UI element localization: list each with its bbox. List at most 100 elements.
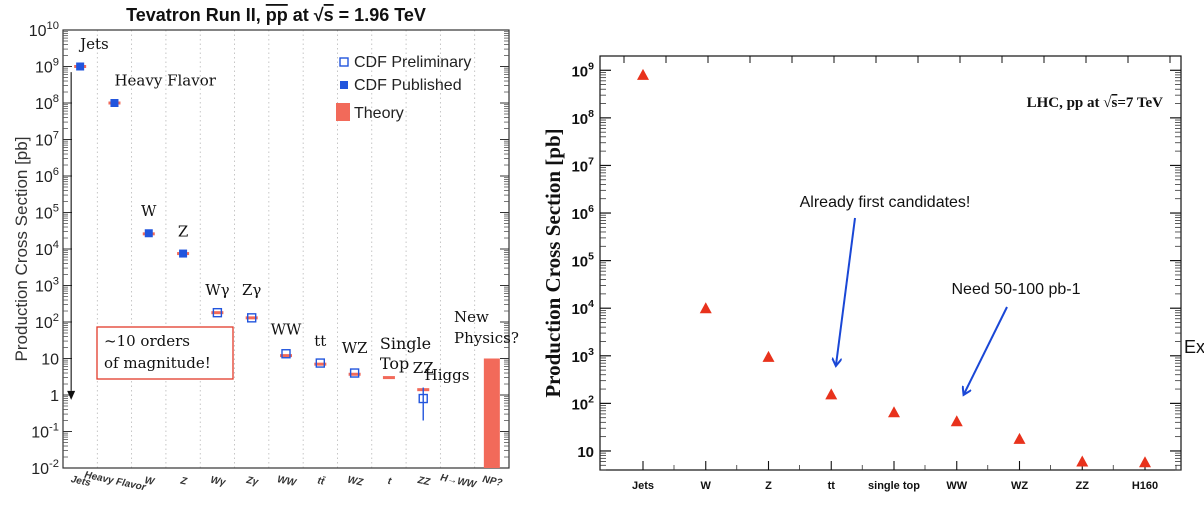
legend-theory-swatch: [336, 103, 350, 121]
triangle-marker: [825, 388, 838, 400]
higgs-label: Higgs: [425, 366, 470, 384]
triangle-marker: [762, 350, 775, 362]
preliminary-marker: [349, 368, 360, 378]
point-label: Wγ: [205, 281, 229, 299]
y-axis-label: Production Cross Section [pb]: [541, 128, 565, 397]
plot-frame: [62, 29, 510, 469]
y-tick-label: 105: [35, 203, 59, 223]
y-tick-label: 102: [571, 393, 594, 413]
x-category-label: WZ: [1011, 480, 1028, 492]
y-tick-label: 108: [35, 93, 59, 113]
x-category-label: Z: [765, 480, 772, 492]
x-category-label: NP?: [481, 474, 503, 489]
x-category-label: Wγ: [209, 475, 227, 489]
y-tick-label: 106: [35, 166, 59, 186]
x-category-label: WW: [946, 480, 967, 492]
y-tick-label: 10: [577, 444, 594, 461]
y-tick-label: 104: [571, 298, 594, 318]
point-label: ZZ: [413, 359, 434, 377]
tevatron-cross-section-chart: Tevatron Run II, pp at √s = 1.96 TeV1010…: [12, 5, 519, 494]
y-tick-label: 10-1: [31, 422, 59, 442]
y-tick-label: 10-2: [31, 458, 59, 478]
chart-title: LHC, pp at √s=7 TeV: [1027, 95, 1164, 111]
chart-title: Tevatron Run II, pp at √s = 1.96 TeV: [126, 5, 426, 25]
y-tick-label: 107: [571, 155, 594, 175]
legend-label: CDF Published: [354, 77, 462, 94]
preliminary-marker: [246, 313, 257, 323]
y-tick-label: 105: [571, 251, 594, 271]
new-physics-label: Physics?: [454, 329, 519, 347]
published-marker: [110, 99, 119, 107]
triangle-marker: [1139, 456, 1151, 468]
x-category-label: Jets: [632, 480, 654, 492]
x-category-label: tt: [828, 480, 836, 492]
plot-frame: [599, 55, 1182, 471]
x-category-label: tt̄: [316, 475, 326, 488]
theory-marker: [245, 316, 258, 320]
x-category-label: Jets: [70, 474, 92, 489]
y-tick-label: 1010: [29, 20, 59, 40]
legend-filled-square: [340, 81, 348, 89]
published-marker: [144, 229, 153, 238]
x-category-label: Heavy Flavor: [83, 470, 147, 494]
orders-of-magnitude-box: [96, 326, 234, 380]
point-label: Zγ: [242, 281, 261, 299]
need-lumi-arrow: [964, 306, 1008, 394]
preliminary-marker: [212, 307, 223, 318]
box-text-line1: ~10 orders: [104, 332, 190, 350]
x-category-label: WW: [276, 474, 298, 489]
y-tick-label: 102: [35, 312, 59, 332]
y-tick-label: 106: [571, 203, 594, 223]
triangle-marker: [637, 68, 649, 80]
first-candidates-arrow: [836, 217, 856, 365]
magnitude-arrow-head: [67, 390, 76, 400]
annotation-first-candidates: Already first candidates!: [800, 194, 971, 211]
x-category-label: t: [387, 476, 393, 488]
x-category-label: ZZ: [416, 475, 432, 489]
annotation-need-lumi: Need 50-100 pb-1: [952, 281, 1081, 298]
triangle-marker: [888, 406, 900, 418]
preliminary-marker: [315, 358, 326, 368]
x-category-label: W: [701, 480, 712, 492]
triangle-marker: [699, 302, 712, 314]
published-marker: [76, 62, 85, 71]
point-label: WZ: [342, 339, 368, 357]
new-physics-theory-bar: [483, 358, 500, 468]
x-category-label: Z: [178, 475, 188, 487]
y-tick-label: 109: [571, 60, 594, 80]
x-category-label: H→WW: [439, 472, 478, 491]
legend-label: Theory: [354, 105, 404, 122]
point-label: WW: [271, 321, 302, 339]
x-category-label: Zγ: [244, 475, 260, 489]
theory-marker: [314, 362, 327, 366]
y-tick-label: 104: [35, 239, 59, 259]
theory-marker: [211, 311, 224, 315]
legend-label: CDF Preliminary: [354, 54, 471, 71]
triangle-marker: [1076, 455, 1089, 467]
triangle-marker: [950, 415, 963, 427]
single-top-label: Top: [380, 354, 409, 373]
triangle-marker: [1013, 432, 1026, 444]
published-marker: [179, 249, 188, 258]
x-category-label: H160: [1132, 480, 1158, 492]
theory-marker: [280, 354, 292, 358]
point-label: W: [141, 202, 157, 220]
point-label: tt: [314, 332, 326, 350]
point-label: Jets: [78, 35, 109, 53]
single-top-label: Single: [380, 334, 431, 353]
x-category-label: ZZ: [1076, 480, 1090, 492]
cut-off-text: Ex: [1184, 337, 1204, 357]
y-tick-label: 109: [35, 57, 59, 77]
new-physics-label: New: [454, 308, 489, 326]
theory-marker: [348, 372, 361, 376]
y-tick-label: 103: [571, 346, 594, 366]
y-tick-label: 108: [571, 108, 594, 128]
x-category-label: W: [144, 475, 157, 488]
theory-marker: [382, 376, 395, 380]
preliminary-marker: [281, 349, 291, 359]
box-text-line2: of magnitude!: [104, 354, 211, 372]
x-category-label: single top: [868, 480, 920, 492]
y-tick-label: 10: [41, 352, 59, 369]
